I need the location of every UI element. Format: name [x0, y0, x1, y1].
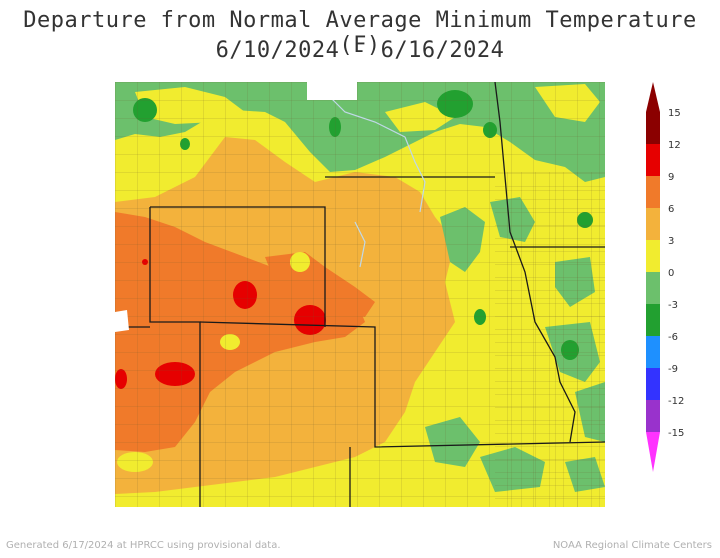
legend-swatch	[646, 400, 660, 432]
generated-note: Generated 6/17/2024 at HPRCC using provi…	[6, 540, 281, 551]
legend-tick-label: 15	[668, 108, 681, 119]
legend-arrow-top	[646, 82, 660, 112]
legend-tick-label: -12	[668, 396, 684, 407]
legend-tick-label: 0	[668, 268, 674, 279]
map-title: Departure from Normal Average Minimum Te…	[23, 8, 697, 58]
legend-tick-label: 3	[668, 236, 674, 247]
legend-tick-label: -3	[668, 300, 678, 311]
source-credit: NOAA Regional Climate Centers	[552, 540, 712, 551]
county-boundaries-east	[495, 172, 605, 507]
legend-swatch	[646, 144, 660, 176]
legend-swatch	[646, 336, 660, 368]
legend-arrow-bottom	[646, 432, 660, 472]
legend-swatch	[646, 304, 660, 336]
legend-swatch	[646, 240, 660, 272]
date-range: 6/10/2024 - 6/16/2024	[215, 38, 505, 63]
legend-tick-label: -15	[668, 428, 684, 439]
legend-tick-label: 12	[668, 140, 681, 151]
legend-swatch	[646, 208, 660, 240]
legend-tick-label: -9	[668, 364, 678, 375]
color-legend: 15 12 9 6 3 0 -3 -6 -9 -12 -15	[646, 82, 684, 472]
temperature-departure-map	[115, 82, 605, 507]
legend-tick-label: 9	[668, 172, 674, 183]
legend-swatch	[646, 368, 660, 400]
legend-tick-label: 6	[668, 204, 674, 215]
state-boundaries	[115, 82, 605, 507]
map-white-gap	[307, 82, 357, 100]
legend-swatch	[646, 112, 660, 144]
legend-swatch	[646, 272, 660, 304]
lake-shape	[115, 310, 129, 332]
legend-tick-label: -6	[668, 332, 678, 343]
rivers	[314, 82, 426, 268]
legend-swatch	[646, 176, 660, 208]
